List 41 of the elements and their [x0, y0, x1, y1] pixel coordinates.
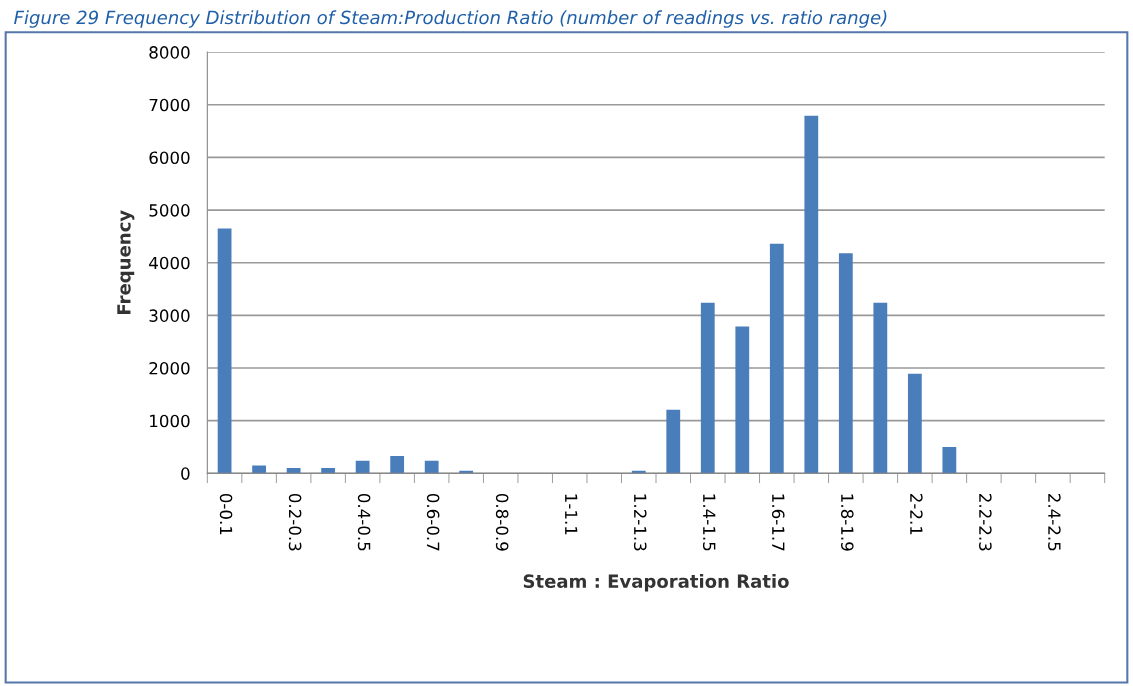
bar	[700, 302, 715, 474]
bar	[390, 455, 405, 474]
y-tick-label: 2000	[149, 362, 190, 375]
x-tick-label: 1.6-1.7	[771, 494, 785, 551]
x-tick-label: 2-2.1	[910, 494, 923, 535]
bar	[321, 468, 336, 474]
x-axis-title: Steam : Evaporation Ratio	[523, 574, 789, 592]
x-tick-label: 1.4-1.5	[702, 494, 716, 551]
y-tick-label: 8000	[149, 46, 190, 59]
bar	[355, 460, 370, 474]
bar	[424, 460, 439, 474]
bar	[286, 468, 301, 474]
chart-title: Figure 29 Frequency Distribution of Steam:Production Ratio (number of readings vs. ratio range)	[14, 10, 887, 28]
x-tick-label: 1-1.1	[565, 494, 578, 535]
y-tick-label: 3000	[149, 309, 190, 322]
bar	[873, 302, 888, 474]
bar	[942, 447, 957, 474]
y-tick-label: 0	[181, 467, 190, 480]
x-tick-label: 0-0.1	[219, 493, 233, 535]
y-tick-label: 5000	[149, 204, 190, 217]
bar	[769, 243, 784, 474]
y-tick-label: 6000	[149, 151, 190, 165]
x-tick-label: 0.6-0.7	[426, 493, 440, 551]
x-tick-label: 0.2-0.3	[288, 493, 302, 551]
bar	[252, 465, 267, 474]
y-tick-label: 7000	[149, 98, 190, 112]
bar	[804, 115, 819, 474]
y-tick-label: 4000	[149, 256, 190, 270]
bar	[735, 326, 750, 474]
bar	[907, 373, 922, 474]
bar	[666, 409, 681, 474]
x-tick-label: 2.4-2.5	[1048, 494, 1061, 551]
bar	[217, 228, 232, 474]
x-tick-label: 0.8-0.9	[495, 493, 509, 551]
y-axis-title: Frequency	[117, 210, 135, 314]
x-tick-label: 2.2-2.3	[979, 494, 992, 551]
x-tick-label: 0.4-0.5	[357, 493, 371, 551]
y-tick-label: 1000	[150, 414, 190, 428]
bar	[838, 253, 853, 474]
x-tick-label: 1.8-1.9	[840, 494, 854, 551]
x-tick-label: 1.2-1.3	[633, 494, 647, 551]
